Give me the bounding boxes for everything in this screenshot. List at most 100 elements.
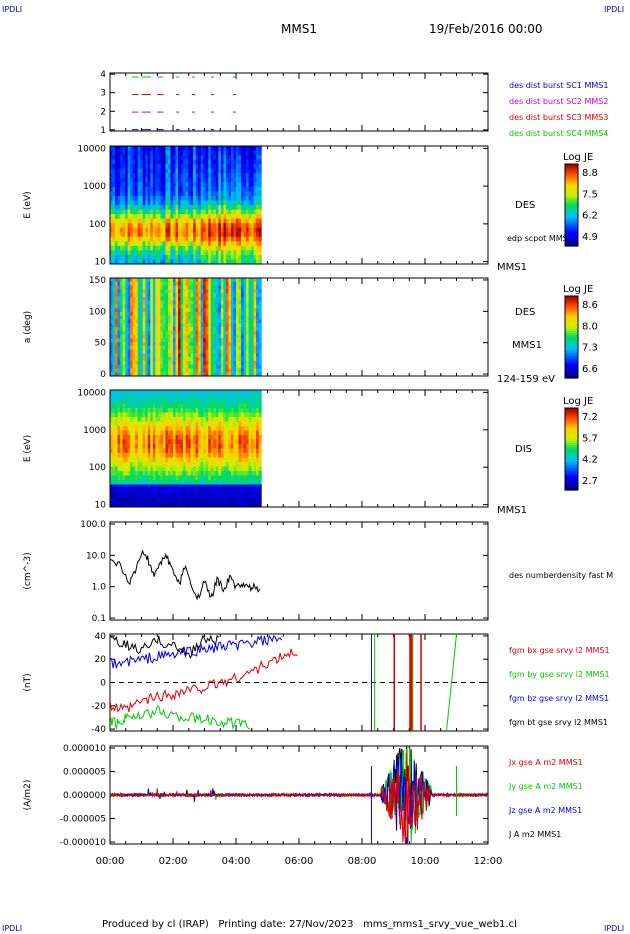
spectrogram-cell	[220, 457, 224, 463]
spectrogram-cell	[188, 330, 192, 336]
spectrogram-cell	[170, 285, 174, 290]
spectrogram-cell	[258, 254, 262, 260]
spectrogram-cell	[122, 155, 126, 161]
spectrogram-cell	[150, 311, 154, 317]
spectrogram-cell	[236, 164, 240, 170]
spectrogram-cell	[210, 236, 214, 242]
spectrogram-cell	[225, 223, 229, 229]
spectrogram-cell	[185, 300, 189, 305]
spectrogram-cell	[130, 146, 134, 152]
spectrogram-cell	[185, 430, 189, 436]
spectrogram-cell	[215, 311, 219, 317]
spectrogram-cell	[223, 168, 227, 174]
spectrogram-cell	[150, 502, 154, 508]
spectrogram-cell	[251, 205, 255, 211]
spectrogram-cell	[195, 327, 199, 332]
spectrogram-cell	[233, 323, 237, 328]
spectrogram-cell	[132, 457, 136, 463]
y-tick-label: 1	[100, 126, 106, 136]
spectrogram-cell	[223, 173, 227, 179]
spectrogram-cell	[248, 334, 252, 339]
spectrogram-cell	[165, 412, 169, 418]
spectrogram-cell	[236, 182, 240, 188]
spectrogram-cell	[122, 173, 126, 179]
spectrogram-cell	[188, 498, 192, 503]
spectrogram-cell	[175, 323, 179, 328]
spectrogram-cell	[225, 245, 229, 251]
spectrogram-cell	[251, 177, 255, 183]
spectrogram-cell	[145, 150, 149, 156]
spectrogram-cell	[230, 232, 234, 238]
spectrogram-cell	[170, 218, 174, 224]
spectrogram-cell	[178, 281, 182, 287]
spectrogram-cell	[220, 214, 224, 220]
spectrogram-cell	[180, 466, 184, 472]
spectrogram-cell	[170, 412, 174, 418]
spectrogram-cell	[110, 205, 114, 211]
spectrogram-cell	[220, 444, 224, 449]
spectrogram-cell	[205, 214, 209, 220]
spectrogram-cell	[145, 408, 149, 413]
spectrogram-cell	[210, 484, 214, 490]
spectrogram-cell	[185, 327, 189, 332]
spectrogram-cell	[157, 330, 161, 336]
spectrogram-cell	[208, 182, 212, 188]
spectrogram-cell	[208, 223, 212, 229]
spectrogram-cell	[180, 323, 184, 328]
spectrogram-cell	[155, 254, 159, 260]
spectrogram-frame	[109, 277, 489, 377]
spectrogram-cell	[203, 214, 207, 220]
spectrogram-cell	[248, 293, 252, 298]
spectrogram-cell	[208, 412, 212, 418]
spectrogram-cell	[175, 227, 179, 233]
spectrogram-cell	[110, 444, 114, 449]
spectrogram-cell	[178, 368, 182, 373]
spectrogram-cell	[173, 200, 177, 206]
spectrogram-cell	[178, 293, 182, 298]
spectrogram-cell	[248, 281, 252, 287]
spectrogram-cell	[218, 278, 222, 283]
spectrogram-cell	[185, 475, 189, 481]
spectrogram-cell	[112, 236, 116, 242]
spectrogram-cell	[185, 173, 189, 179]
spectrogram-cell	[137, 146, 141, 152]
spectrogram-cell	[205, 457, 209, 463]
spectrogram-cell	[115, 338, 119, 343]
spectrogram-cell	[218, 323, 222, 328]
spectrogram-cell	[210, 338, 214, 343]
spectrogram-cell	[256, 364, 260, 369]
spectrogram-cell	[208, 227, 212, 233]
spectrogram-cell	[246, 304, 250, 309]
spectrogram-cell	[253, 360, 257, 366]
spectrogram-cell	[215, 214, 219, 220]
colorbar-cell	[565, 475, 578, 479]
spectrogram-cell	[238, 338, 242, 343]
spectrogram-cell	[170, 493, 174, 499]
spectrogram-cell	[228, 364, 232, 369]
spectrogram-cell	[152, 399, 156, 404]
spectrogram-cell	[137, 182, 141, 188]
spectrogram-cell	[115, 475, 119, 481]
spectrogram-cell	[243, 214, 247, 220]
spectrogram-cell	[115, 164, 119, 170]
spectrogram-cell	[200, 236, 204, 242]
spectrogram-cell	[120, 289, 124, 294]
spectrogram-cell	[178, 399, 182, 404]
spectrogram-cell	[127, 304, 131, 309]
spectrogram-cell	[167, 293, 171, 298]
spectrogram-cell	[110, 218, 114, 224]
spectrogram-cell	[236, 241, 240, 247]
spectrogram-cell	[112, 281, 116, 287]
spectrogram-cell	[210, 311, 214, 317]
spectrogram-cell	[147, 457, 151, 463]
spectrogram-cell	[165, 403, 169, 409]
spectrogram-cell	[198, 342, 202, 347]
spectrogram-cell	[258, 311, 262, 317]
colorbar-cell	[565, 170, 578, 173]
spectrogram-cell	[203, 439, 207, 445]
spectrogram-cell	[210, 412, 214, 418]
spectrogram-cell	[223, 484, 227, 490]
spectrogram-cell	[173, 327, 177, 332]
spectrogram-cell	[157, 364, 161, 369]
spectrogram-cell	[251, 254, 255, 260]
